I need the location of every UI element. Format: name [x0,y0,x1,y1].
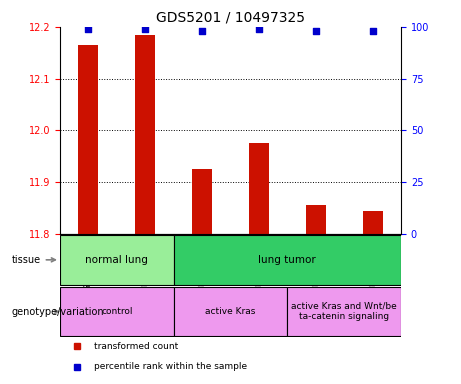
Title: GDS5201 / 10497325: GDS5201 / 10497325 [156,10,305,24]
Text: percentile rank within the sample: percentile rank within the sample [94,362,247,371]
FancyBboxPatch shape [60,287,174,336]
Bar [363,211,383,234]
FancyBboxPatch shape [60,235,174,285]
FancyBboxPatch shape [174,235,401,285]
Point [255,26,263,32]
Bar [306,205,326,234]
Bar [135,35,155,234]
Text: lung tumor: lung tumor [259,255,316,265]
Point [142,26,149,32]
Text: genotype/variation: genotype/variation [12,306,104,317]
Bar [192,169,212,234]
Text: normal lung: normal lung [85,255,148,265]
Point [312,28,319,34]
Bar [78,45,98,234]
Text: transformed count: transformed count [94,341,178,351]
Bar [249,143,269,234]
FancyBboxPatch shape [174,287,287,336]
Text: active Kras: active Kras [205,307,256,316]
Point [198,28,206,34]
Point [369,28,376,34]
Text: tissue: tissue [12,255,55,265]
Point [85,26,92,32]
FancyBboxPatch shape [287,287,401,336]
Text: control: control [101,307,132,316]
Text: active Kras and Wnt/be
ta-catenin signaling: active Kras and Wnt/be ta-catenin signal… [291,302,397,321]
